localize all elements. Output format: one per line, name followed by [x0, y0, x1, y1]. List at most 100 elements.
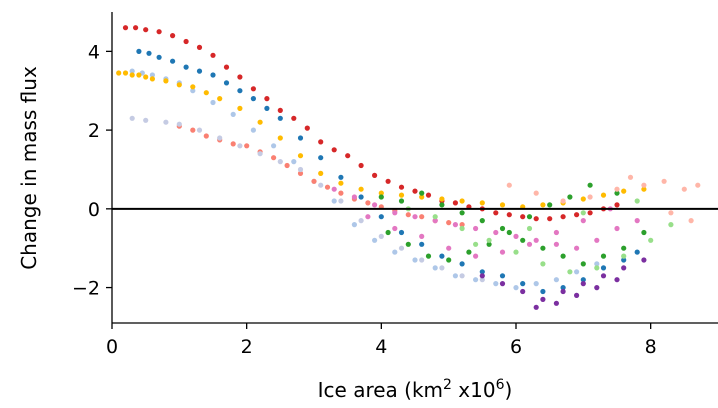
x-axis-label: Ice area (km2 x106)	[318, 377, 513, 402]
data-point-s7-8	[493, 229, 499, 236]
data-point-s3-1	[122, 70, 129, 76]
data-point-s3-15	[318, 170, 324, 176]
data-point-s1-21	[479, 269, 485, 275]
data-point-s7-13	[594, 237, 600, 243]
data-point-s5-12	[358, 218, 364, 224]
data-point-s8-1	[499, 281, 506, 287]
data-point-s6-3	[439, 202, 445, 208]
data-point-s0-12	[277, 107, 283, 113]
data-point-s1-1	[146, 50, 152, 56]
data-point-s5-7	[257, 151, 263, 157]
data-point-s8-12	[533, 304, 539, 310]
data-point-s2-0	[129, 68, 135, 74]
data-point-s0-35	[587, 210, 593, 216]
data-point-s5-8	[277, 159, 283, 165]
data-point-s9-11	[634, 198, 640, 204]
data-point-s8-13	[614, 277, 620, 283]
data-point-s0-9	[237, 74, 243, 80]
data-point-s1-15	[358, 194, 364, 200]
data-point-s0-30	[520, 214, 526, 220]
data-point-s2-24	[574, 269, 580, 275]
data-point-s5-0	[129, 115, 135, 121]
data-point-s6-24	[405, 241, 411, 247]
data-point-s0-1	[133, 25, 139, 31]
data-point-s2-23	[553, 277, 560, 283]
data-point-s6-23	[425, 253, 432, 259]
data-point-s3-16	[338, 180, 344, 186]
data-point-s1-18	[419, 241, 425, 247]
data-point-s0-7	[210, 52, 216, 58]
data-point-s1-17	[398, 229, 405, 236]
data-point-s3-11	[237, 105, 243, 111]
data-point-s9-8	[621, 253, 627, 259]
data-point-s6-11	[600, 253, 607, 259]
data-point-s6-20	[486, 241, 492, 247]
data-point-s5-14	[398, 245, 405, 251]
data-point-s5-17	[459, 273, 465, 279]
data-point-s9-12	[580, 210, 586, 216]
data-point-s6-16	[567, 194, 573, 200]
data-point-s0-8	[223, 64, 230, 70]
data-point-s5-4	[196, 127, 203, 133]
data-point-s2-8	[250, 127, 256, 133]
data-point-s10-1	[533, 190, 539, 196]
data-point-s3-6	[163, 78, 169, 84]
data-point-s2-25	[594, 261, 600, 267]
data-point-s0-34	[574, 212, 580, 218]
data-point-s4-17	[405, 212, 411, 218]
data-point-s7-18	[553, 229, 560, 236]
data-point-s2-16	[412, 257, 418, 263]
y-tick-label-0: −2	[72, 278, 100, 300]
data-point-s10-9	[688, 218, 694, 224]
data-point-s9-1	[432, 214, 438, 220]
data-point-s8-3	[540, 296, 546, 302]
data-point-s5-16	[439, 265, 445, 271]
data-point-s7-17	[580, 218, 586, 224]
data-point-s8-4	[560, 288, 566, 295]
data-point-s9-5	[540, 261, 546, 267]
data-point-s0-32	[547, 216, 553, 222]
data-point-s7-5	[432, 218, 438, 224]
data-point-s6-7	[520, 237, 526, 243]
data-point-s8-9	[574, 292, 580, 298]
data-point-s7-4	[412, 214, 418, 220]
data-point-s9-4	[513, 249, 519, 255]
data-point-s2-21	[513, 285, 519, 291]
data-point-s1-29	[634, 249, 640, 255]
data-point-s5-3	[176, 121, 182, 127]
data-point-s1-8	[237, 88, 243, 94]
data-point-s5-10	[318, 182, 324, 188]
data-point-s2-13	[351, 222, 357, 228]
data-point-s8-10	[594, 285, 600, 291]
data-point-s9-9	[648, 237, 654, 243]
data-point-s10-6	[661, 178, 667, 184]
data-point-s2-19	[473, 277, 479, 283]
data-point-s7-25	[365, 214, 371, 220]
data-point-s0-28	[493, 210, 499, 216]
data-point-s2-17	[432, 265, 438, 271]
data-point-s9-6	[567, 269, 573, 275]
data-point-s0-16	[331, 147, 337, 153]
data-point-s1-22	[499, 273, 506, 279]
x-tick-label-3: 6	[510, 336, 522, 358]
data-point-s5-5	[217, 135, 223, 141]
data-point-s2-7	[230, 111, 236, 117]
data-point-s3-28	[580, 196, 586, 202]
data-point-s1-4	[183, 64, 189, 70]
data-point-s6-0	[378, 194, 384, 200]
data-point-s3-12	[257, 119, 263, 125]
data-point-s8-7	[621, 265, 627, 271]
data-point-s5-11	[338, 198, 344, 204]
data-point-s7-0	[331, 186, 337, 192]
data-point-s0-31	[533, 216, 539, 222]
data-point-s7-7	[473, 225, 479, 232]
data-point-s3-29	[600, 192, 607, 198]
data-point-s3-14	[297, 153, 304, 159]
data-point-s10-4	[614, 186, 620, 192]
data-point-s5-1	[143, 117, 149, 123]
data-point-s2-22	[533, 281, 539, 287]
data-point-s6-5	[479, 218, 485, 224]
ticks: 0 2 4 6 8 −2 0 2 4	[72, 41, 657, 358]
data-point-s3-0	[116, 70, 122, 76]
data-point-s8-2	[520, 288, 526, 295]
